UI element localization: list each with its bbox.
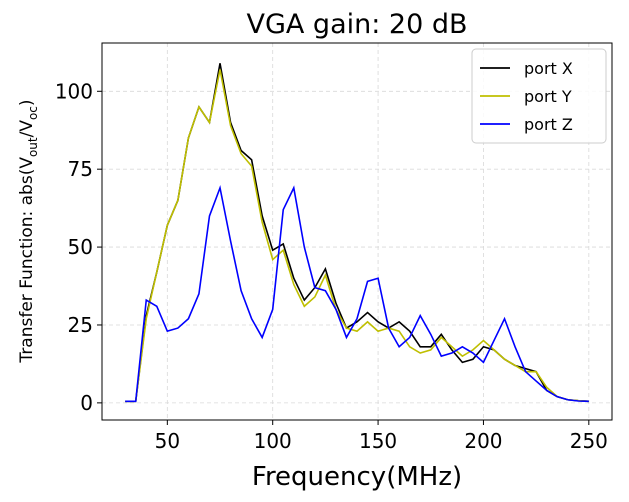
y-axis-label-part: out — [26, 137, 40, 157]
legend-label: port Y — [524, 87, 572, 106]
series-line — [125, 184, 589, 403]
y-axis-label-part: oc — [26, 106, 40, 120]
x-axis-label: Frequency(MHz) — [252, 462, 462, 492]
y-tick-label: 0 — [80, 391, 93, 415]
y-axis-label-part: ) — [17, 99, 37, 106]
legend-box — [471, 48, 607, 144]
series-line — [125, 69, 589, 403]
x-tick-label: 200 — [464, 429, 502, 453]
y-axis-label-part: Transfer Function: abs(V — [17, 157, 37, 364]
chart-title: VGA gain: 20 dB — [246, 9, 467, 40]
y-tick-label: 50 — [68, 235, 93, 259]
y-tick-label: 25 — [68, 313, 93, 337]
y-axis-label: Transfer Function: abs(Vout/Voc) — [17, 99, 40, 363]
legend-label: port X — [524, 59, 573, 78]
x-tick-label: 150 — [359, 429, 397, 453]
legend-label: port Z — [524, 115, 573, 134]
x-tick-label: 100 — [254, 429, 292, 453]
y-tick-label: 75 — [68, 157, 93, 181]
x-tick-label: 250 — [570, 429, 608, 453]
x-tick-label: 50 — [155, 429, 180, 453]
y-tick-label: 100 — [55, 79, 93, 103]
plot-frame — [101, 42, 613, 421]
y-axis-label-part: /V — [17, 120, 37, 138]
